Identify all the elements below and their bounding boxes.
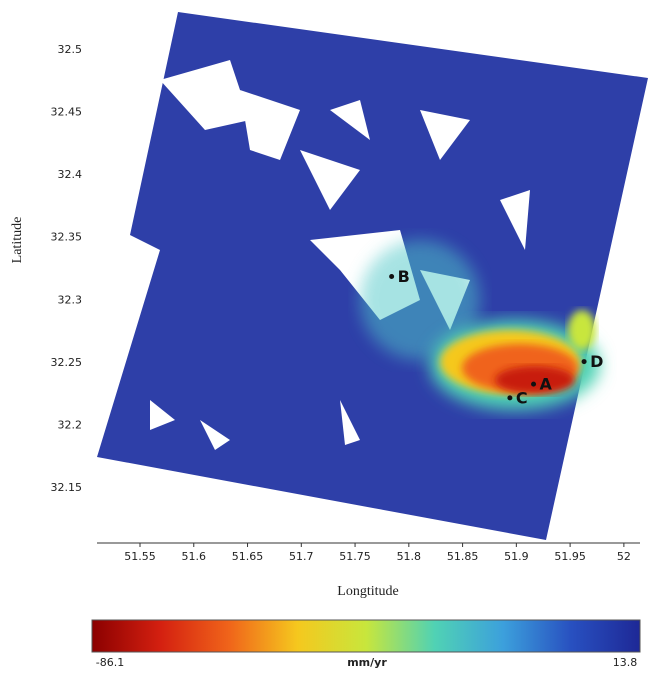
y-axis-label: Latitude	[10, 217, 25, 264]
x-tick-label: 51.75	[339, 550, 371, 563]
colorbar-min: -86.1	[96, 656, 124, 669]
y-tick-label: 32.4	[58, 168, 83, 181]
colorbar	[91, 619, 641, 653]
colorbar-max: 13.8	[613, 656, 638, 669]
x-tick-label: 51.9	[504, 550, 529, 563]
x-tick-label: 51.85	[447, 550, 479, 563]
x-tick-label: 51.55	[124, 550, 156, 563]
y-tick-label: 32.25	[51, 356, 83, 369]
point-label: B	[398, 267, 410, 286]
y-tick-label: 32.45	[51, 106, 83, 119]
colorbar-unit: mm/yr	[347, 656, 387, 669]
point-label: D	[590, 352, 603, 371]
x-tick-label: 51.6	[182, 550, 207, 563]
y-tick-label: 32.3	[58, 293, 83, 306]
deformation-map	[97, 12, 648, 540]
x-tick-label: 51.8	[397, 550, 422, 563]
x-tick-label: 51.95	[554, 550, 586, 563]
point-label: C	[516, 388, 528, 407]
y-tick-label: 32.2	[58, 418, 83, 431]
point-marker	[507, 395, 513, 401]
y-tick-label: 32.15	[51, 481, 83, 494]
x-tick-label: 51.7	[289, 550, 314, 563]
point-marker	[389, 274, 395, 279]
x-tick-label: 51.65	[232, 550, 264, 563]
point-label: A	[540, 375, 553, 394]
y-tick-label: 32.5	[58, 43, 83, 56]
x-axis-label: Longtitude	[337, 584, 398, 599]
point-marker	[581, 359, 587, 365]
point-marker	[531, 381, 537, 387]
y-tick-label: 32.35	[51, 231, 83, 244]
x-tick-label: 52	[617, 550, 631, 563]
